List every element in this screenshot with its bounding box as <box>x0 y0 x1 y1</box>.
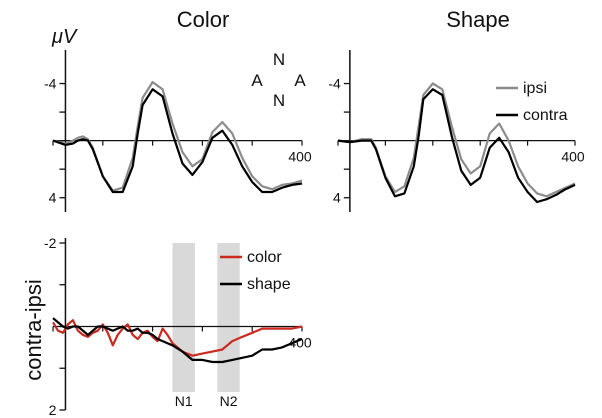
legend-label-shape: shape <box>247 276 291 293</box>
series-line-contra <box>337 88 576 204</box>
diagram-letter-left: A <box>251 71 263 90</box>
band-label: N1 <box>175 393 193 409</box>
shape-panel: -4 4 400 ipsi contra <box>328 50 585 212</box>
shape-panel-title: Shape <box>446 7 510 32</box>
series-line-contra <box>52 88 303 194</box>
y-tick-label: 4 <box>333 190 341 206</box>
legend-label-ipsi: ipsi <box>523 80 547 97</box>
legend-label-color: color <box>247 249 282 266</box>
y-tick-label: 2 <box>49 402 57 418</box>
diagram-letter-top: N <box>273 50 285 69</box>
shaded-band <box>217 243 240 392</box>
diagram-letter-bottom: N <box>273 91 285 110</box>
legend-label-contra: contra <box>523 107 568 124</box>
stimulus-diagram: N A A N <box>251 50 306 110</box>
x-tick-label: 400 <box>561 149 585 165</box>
series-line-ipsi <box>337 82 576 198</box>
diagram-letter-right: A <box>294 71 306 90</box>
band-label: N2 <box>220 393 238 409</box>
series-line-ipsi <box>52 81 303 192</box>
y-tick-label: -2 <box>44 235 57 251</box>
y-tick-label: 4 <box>49 190 57 206</box>
unit-label: μV <box>51 26 78 48</box>
y-tick-label: -4 <box>44 76 57 92</box>
color-panel: -4 4 400 <box>44 50 312 212</box>
y-tick-label: -4 <box>328 76 341 92</box>
difference-panel: N1 N2 -2 2 400 color shape <box>44 235 312 418</box>
color-panel-title: Color <box>177 7 230 32</box>
difference-y-axis-label: contra-ipsi <box>21 279 46 380</box>
x-tick-label: 400 <box>288 335 312 351</box>
series-line-shape <box>52 317 303 364</box>
shaded-band <box>172 243 195 392</box>
x-tick-label: 400 <box>288 149 312 165</box>
